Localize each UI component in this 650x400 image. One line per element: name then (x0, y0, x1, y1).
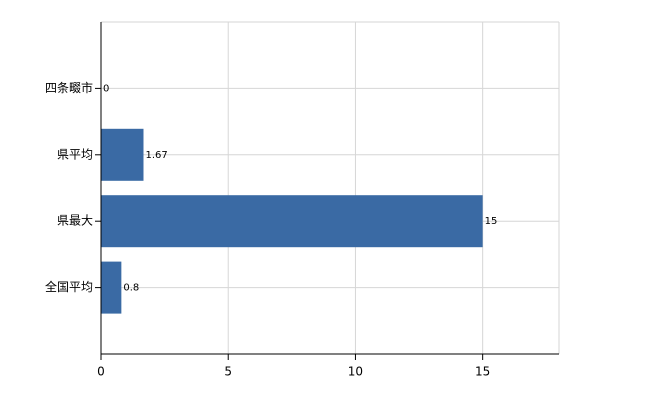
y-tick-label: 全国平均 (45, 279, 93, 294)
bar (101, 261, 122, 314)
y-tick-label: 県最大 (57, 214, 93, 228)
x-tick-label: 0 (97, 365, 105, 379)
value-label: 0 (103, 83, 109, 94)
y-tick-label: 四条畷市 (45, 80, 93, 95)
value-label: 15 (485, 216, 498, 227)
bar (101, 128, 144, 181)
x-tick-label: 5 (224, 365, 232, 379)
bar (101, 195, 483, 248)
x-tick-label: 15 (475, 365, 490, 379)
value-label: 1.67 (145, 150, 167, 161)
x-tick-label: 10 (348, 365, 363, 379)
value-label: 0.8 (123, 283, 139, 294)
y-tick-label: 県平均 (57, 147, 93, 161)
